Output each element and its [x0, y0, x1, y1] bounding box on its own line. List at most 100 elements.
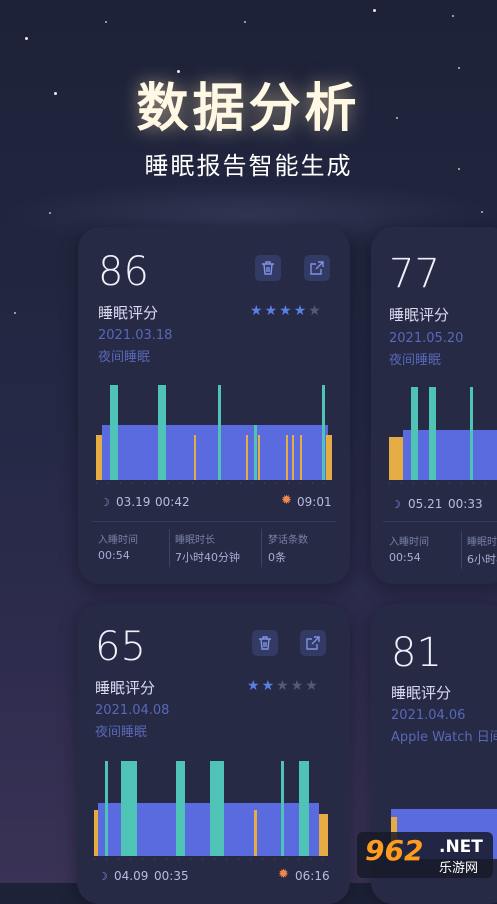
sleep-type: 夜间睡眠 [95, 725, 148, 740]
trash-icon [259, 636, 271, 650]
sleep-start-time: 00:35 [154, 869, 189, 883]
report-date: 2021.05.20 [389, 331, 464, 346]
rem-segment [281, 761, 284, 856]
score-label: 睡眠评分 [95, 679, 156, 697]
rem-segment [210, 761, 224, 856]
awake-segment [286, 435, 288, 480]
sleep-start-time: 00:33 [448, 497, 483, 511]
awake-segment [254, 810, 257, 856]
stat-label-sleep-talk: 梦话条数 [268, 535, 308, 546]
awake-segment [326, 435, 332, 480]
sleep-report-card[interactable]: 77 睡眠评分 2021.05.20 夜间睡眠 ☽ 05.21 00:33 入睡… [371, 227, 497, 584]
sleep-type: Apple Watch 日间 [391, 730, 497, 745]
rem-segment [176, 761, 185, 856]
sleep-start-date: 03.19 [116, 495, 151, 509]
site-watermark: 962 .NET 乐游网 [357, 832, 493, 878]
sleep-score: 86 [98, 249, 149, 295]
share-icon [306, 636, 320, 650]
trash-icon [262, 261, 274, 275]
rem-segment [218, 385, 221, 480]
stat-value-duration: 7小时40分钟 [175, 551, 240, 564]
star-filled-icon: ★ [293, 303, 309, 319]
sun-icon: ✹ [281, 493, 292, 508]
stat-separator [261, 529, 262, 567]
sleep-stage-chart [96, 385, 332, 484]
report-date: 2021.03.18 [98, 328, 173, 343]
star-rating: ★★★★★ [247, 678, 320, 694]
share-button[interactable] [300, 630, 326, 656]
star-empty-icon: ★ [290, 678, 306, 694]
star-filled-icon: ★ [247, 678, 262, 694]
rem-segment [299, 761, 309, 856]
sleep-type: 夜间睡眠 [389, 353, 442, 368]
awake-segment [300, 435, 302, 480]
wake-time: 06:16 [295, 869, 330, 883]
score-label: 睡眠评分 [389, 306, 450, 324]
sleep-stage-chart [94, 761, 330, 860]
score-label: 睡眠评分 [391, 684, 452, 702]
star-filled-icon: ★ [261, 678, 277, 694]
awake-segment [389, 437, 403, 480]
wake-time: 09:01 [297, 495, 332, 509]
awake-segment [292, 435, 294, 480]
rem-segment [121, 761, 137, 856]
divider [383, 521, 497, 522]
moon-icon: ☽ [100, 496, 110, 509]
star-rating: ★★★★★ [250, 303, 323, 319]
sleep-report-card[interactable]: 86 睡眠评分 ★★★★★ 2021.03.18 夜间睡眠 ☽ 03.19 00… [78, 227, 350, 584]
sleep-start-time: 00:42 [155, 495, 190, 509]
stat-value-sleep-onset: 00:54 [389, 551, 421, 564]
page-headline: 数据分析 [136, 79, 361, 139]
rem-segment [158, 385, 166, 480]
share-button[interactable] [304, 255, 330, 281]
stat-separator [169, 529, 170, 567]
awake-segment [258, 435, 260, 480]
awake-segment [94, 810, 98, 856]
sleep-score: 77 [389, 251, 440, 297]
awake-segment [96, 435, 102, 480]
sleep-type: 夜间睡眠 [98, 350, 151, 365]
rem-segment [411, 387, 418, 480]
rem-segment [110, 385, 118, 480]
star-filled-icon: ★ [279, 303, 294, 319]
awake-segment [319, 814, 328, 856]
rem-segment [254, 425, 257, 480]
awake-segment [246, 435, 248, 480]
moon-icon: ☽ [391, 498, 401, 511]
share-icon [310, 261, 324, 275]
rem-segment [470, 387, 473, 480]
stat-value-duration: 6小时8 [467, 553, 497, 566]
star-empty-icon: ★ [305, 678, 320, 694]
sleep-report-card[interactable]: 65 睡眠评分 ★★★★★ 2021.04.08 夜间睡眠 ☽ 04.09 00… [77, 604, 350, 904]
rem-segment [105, 761, 108, 856]
stat-value-sleep-talk: 0条 [268, 551, 286, 564]
star-filled-icon: ★ [250, 303, 265, 319]
star-empty-icon: ★ [276, 678, 291, 694]
rem-segment [322, 385, 325, 480]
deep-sleep-segment [403, 430, 497, 480]
stat-label-sleep-onset: 入睡时间 [98, 535, 138, 546]
delete-button[interactable] [252, 630, 278, 656]
score-label: 睡眠评分 [98, 304, 159, 322]
rem-segment [429, 387, 436, 480]
moon-icon: ☽ [98, 870, 108, 883]
sun-icon: ✹ [278, 867, 289, 882]
stat-separator [461, 531, 462, 569]
sleep-stage-chart [389, 387, 497, 484]
awake-segment [194, 435, 196, 480]
sleep-score: 65 [95, 624, 146, 670]
stat-label-sleep-onset: 入睡时间 [389, 537, 429, 548]
star-filled-icon: ★ [264, 303, 280, 319]
report-date: 2021.04.06 [391, 708, 466, 723]
page-subheadline: 睡眠报告智能生成 [144, 152, 353, 180]
watermark-site: 乐游网 [439, 861, 479, 876]
sleep-score: 81 [391, 630, 442, 676]
delete-button[interactable] [255, 255, 281, 281]
sleep-start-date: 04.09 [114, 869, 149, 883]
sleep-start-date: 05.21 [408, 497, 443, 511]
star-empty-icon: ★ [308, 303, 323, 319]
watermark-suffix: .NET [439, 837, 483, 857]
stat-value-sleep-onset: 00:54 [98, 549, 130, 562]
stat-label-duration: 睡眠时长 [467, 537, 497, 548]
deep-sleep-segment [102, 425, 328, 480]
